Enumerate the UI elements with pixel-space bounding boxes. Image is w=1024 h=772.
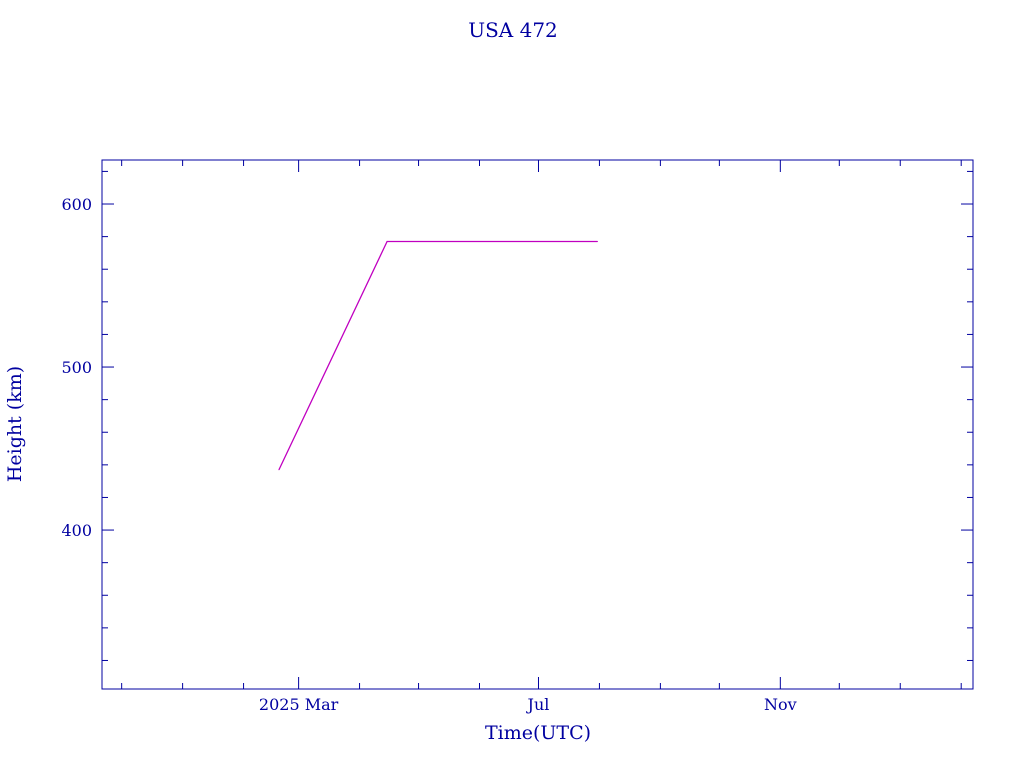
x-tick-label: Nov xyxy=(764,695,797,714)
series-layer xyxy=(278,240,598,471)
x-axis-label: Time(UTC) xyxy=(485,722,591,744)
chart-title: USA 472 xyxy=(468,18,558,42)
data-point xyxy=(278,469,280,471)
x-tick-label: Jul xyxy=(526,695,550,714)
height-series-line xyxy=(278,240,598,471)
x-tick-label: 2025 Mar xyxy=(259,695,339,714)
x-tick-labels: 2025 Mar Jul Nov xyxy=(259,695,797,714)
plot-frame xyxy=(101,159,974,690)
y-tick-label: 600 xyxy=(61,195,92,214)
data-point xyxy=(386,241,388,243)
data-point xyxy=(596,241,598,243)
y-tick-label: 400 xyxy=(61,521,92,540)
y-tick-label: 500 xyxy=(61,358,92,377)
y-axis-label: Height (km) xyxy=(4,366,26,482)
axis-ticks xyxy=(102,160,973,689)
y-tick-labels: 400 500 600 xyxy=(61,195,92,540)
